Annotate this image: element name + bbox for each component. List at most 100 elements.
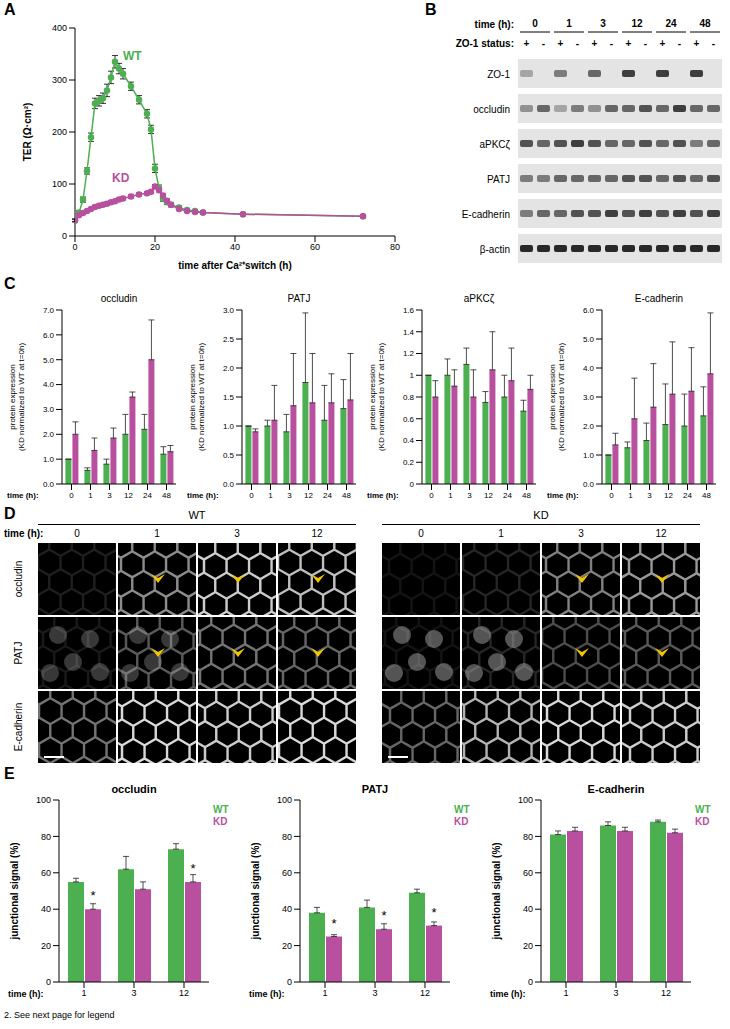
svg-text:3: 3 [613, 988, 618, 998]
svg-text:0.6: 0.6 [403, 415, 415, 424]
svg-text:-: - [576, 38, 579, 49]
svg-text:1.6: 1.6 [403, 306, 415, 315]
svg-text:7.0: 7.0 [43, 306, 55, 315]
svg-text:1: 1 [88, 491, 93, 500]
svg-text:0.2: 0.2 [403, 458, 415, 467]
svg-text:time (h):: time (h): [475, 19, 514, 30]
svg-text:1: 1 [448, 491, 453, 500]
svg-text:24: 24 [143, 491, 152, 500]
svg-text:1: 1 [628, 491, 633, 500]
svg-text:6.0: 6.0 [43, 331, 55, 340]
svg-text:0: 0 [532, 18, 538, 29]
svg-text:3: 3 [600, 18, 606, 29]
svg-text:1: 1 [563, 988, 568, 998]
svg-text:0.4: 0.4 [403, 436, 415, 445]
svg-text:12: 12 [304, 491, 313, 500]
svg-text:60: 60 [310, 242, 320, 252]
svg-text:24: 24 [665, 18, 677, 29]
svg-text:*: * [90, 888, 95, 903]
svg-text:0: 0 [69, 491, 74, 500]
svg-text:*: * [381, 908, 386, 923]
svg-text:1: 1 [566, 18, 572, 29]
svg-text:100: 100 [52, 179, 67, 189]
svg-text:-: - [678, 38, 681, 49]
svg-text:aPKCζ: aPKCζ [479, 139, 510, 151]
svg-text:-: - [542, 38, 545, 49]
svg-text:PATJ: PATJ [13, 642, 24, 665]
svg-text:2.0: 2.0 [223, 364, 235, 373]
svg-text:24: 24 [323, 491, 332, 500]
svg-text:48: 48 [342, 491, 351, 500]
svg-text:200: 200 [52, 127, 67, 137]
svg-text:0.0: 0.0 [43, 480, 55, 489]
svg-text:80: 80 [282, 832, 292, 842]
svg-text:24: 24 [683, 491, 692, 500]
svg-text:+: + [660, 38, 666, 49]
svg-text:4.0: 4.0 [583, 364, 595, 373]
svg-text:80: 80 [523, 832, 533, 842]
svg-text:60: 60 [523, 868, 533, 878]
svg-text:3: 3 [467, 491, 472, 500]
svg-text:0: 0 [528, 977, 533, 987]
svg-text:5.0: 5.0 [583, 335, 595, 344]
svg-text:12: 12 [124, 491, 133, 500]
svg-text:time after Ca²⁺switch (h): time after Ca²⁺switch (h) [178, 260, 292, 271]
svg-text:40: 40 [41, 904, 51, 914]
svg-text:+: + [524, 38, 530, 49]
svg-text:0: 0 [429, 491, 434, 500]
svg-text:100: 100 [36, 795, 51, 805]
svg-text:junctional signal (%): junctional signal (%) [250, 842, 261, 940]
svg-text:0: 0 [410, 480, 415, 489]
svg-text:4.0: 4.0 [43, 380, 55, 389]
svg-text:-: - [644, 38, 647, 49]
svg-text:3: 3 [287, 491, 292, 500]
svg-text:48: 48 [699, 18, 711, 29]
svg-text:20: 20 [282, 941, 292, 951]
svg-text:3.0: 3.0 [223, 306, 235, 315]
svg-text:1.0: 1.0 [583, 451, 595, 460]
svg-text:3.0: 3.0 [43, 405, 55, 414]
svg-text:3: 3 [372, 988, 377, 998]
svg-text:2.0: 2.0 [43, 430, 55, 439]
svg-text:1: 1 [410, 371, 415, 380]
svg-text:60: 60 [282, 868, 292, 878]
svg-text:0.0: 0.0 [223, 480, 235, 489]
svg-text:1: 1 [81, 988, 86, 998]
svg-text:3.0: 3.0 [583, 393, 595, 402]
svg-text:40: 40 [523, 904, 533, 914]
svg-text:12: 12 [420, 988, 430, 998]
svg-text:junctional signal (%): junctional signal (%) [491, 842, 502, 940]
svg-text:5.0: 5.0 [43, 356, 55, 365]
svg-text:6.0: 6.0 [583, 306, 595, 315]
svg-text:1: 1 [268, 491, 273, 500]
svg-text:E-cadherin: E-cadherin [13, 703, 24, 751]
svg-text:0.8: 0.8 [403, 393, 415, 402]
svg-text:0: 0 [62, 231, 67, 241]
svg-text:protein expression(KD normaliz: protein expression(KD normalized to WT a… [548, 343, 566, 451]
svg-text:48: 48 [702, 491, 711, 500]
svg-text:24: 24 [503, 491, 512, 500]
svg-text:3: 3 [131, 988, 136, 998]
svg-text:3: 3 [647, 491, 652, 500]
svg-text:20: 20 [523, 941, 533, 951]
svg-text:0: 0 [46, 977, 51, 987]
svg-text:20: 20 [150, 242, 160, 252]
svg-text:protein expression(KD normaliz: protein expression(KD normalized to WT a… [188, 343, 206, 451]
svg-text:1.4: 1.4 [403, 328, 415, 337]
svg-text:12: 12 [484, 491, 493, 500]
svg-text:-: - [610, 38, 613, 49]
svg-text:ZO-1 status:: ZO-1 status: [456, 38, 514, 49]
svg-text:occludin: occludin [473, 104, 510, 115]
svg-text:40: 40 [282, 904, 292, 914]
svg-text:100: 100 [277, 795, 292, 805]
svg-text:1.5: 1.5 [223, 393, 235, 402]
svg-text:0: 0 [609, 491, 614, 500]
svg-text:-: - [712, 38, 715, 49]
svg-text:*: * [431, 905, 436, 920]
svg-text:0.5: 0.5 [223, 451, 235, 460]
svg-text:80: 80 [390, 242, 400, 252]
svg-text:80: 80 [41, 832, 51, 842]
svg-text:*: * [331, 916, 336, 931]
svg-text:TER (Ω·cm²): TER (Ω·cm²) [22, 103, 33, 162]
svg-text:40: 40 [230, 242, 240, 252]
